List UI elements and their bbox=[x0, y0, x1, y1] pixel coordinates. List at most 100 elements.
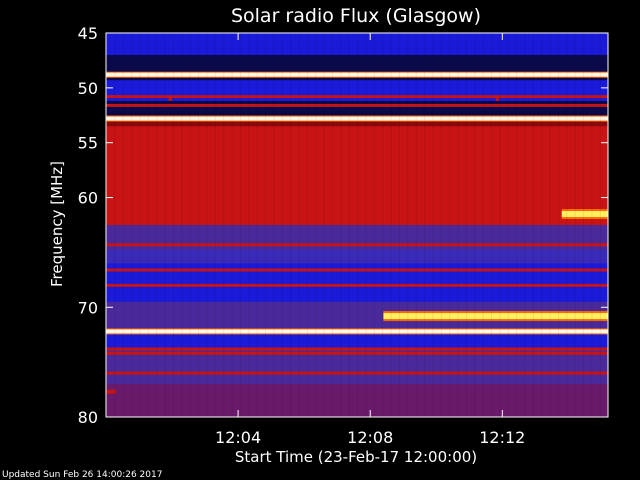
spectrogram-band bbox=[106, 164, 608, 226]
texture-streak bbox=[181, 33, 183, 417]
emission-line bbox=[106, 143, 608, 147]
emission-line bbox=[106, 72, 608, 77]
radio-burst bbox=[106, 389, 116, 394]
texture-streak bbox=[281, 33, 283, 417]
texture-streak bbox=[457, 33, 459, 417]
texture-streak bbox=[357, 33, 359, 417]
spectrogram-band bbox=[106, 331, 608, 350]
texture-streak bbox=[432, 33, 434, 417]
y-tick-label: 50 bbox=[78, 79, 98, 98]
emission-line bbox=[106, 329, 608, 334]
texture-streak bbox=[256, 33, 258, 417]
radio-bursts bbox=[106, 96, 608, 394]
texture-streak bbox=[390, 33, 392, 417]
texture-streak bbox=[198, 33, 200, 417]
texture-streak bbox=[273, 33, 275, 417]
y-tick-label: 70 bbox=[78, 298, 98, 317]
texture-streak bbox=[214, 33, 216, 417]
texture-streak bbox=[465, 33, 467, 417]
texture-streak bbox=[348, 33, 350, 417]
texture-streak bbox=[398, 33, 400, 417]
x-axis-label: Start Time (23-Feb-17 12:00:00) bbox=[235, 448, 477, 466]
radio-burst bbox=[561, 211, 608, 218]
emission-lines bbox=[106, 71, 608, 375]
spectrogram-band bbox=[106, 80, 608, 102]
texture-streak bbox=[557, 33, 559, 417]
spectrogram-band bbox=[106, 54, 608, 73]
y-tick-label: 80 bbox=[78, 408, 98, 427]
texture-streak bbox=[499, 33, 501, 417]
texture-streak bbox=[156, 33, 158, 417]
plot-frame bbox=[105, 32, 609, 418]
texture-streak bbox=[248, 33, 250, 417]
texture-streak bbox=[323, 33, 325, 417]
radio-burst bbox=[429, 187, 440, 192]
x-tick-label: 12:12 bbox=[479, 428, 525, 447]
emission-line bbox=[106, 283, 608, 287]
emission-line bbox=[106, 371, 608, 375]
emission-line bbox=[106, 268, 608, 272]
y-axis: 45 50 55 60 70 80 bbox=[78, 24, 608, 427]
texture-streak bbox=[516, 33, 518, 417]
texture-streak bbox=[541, 33, 543, 417]
x-axis: 12:04 12:08 12:12 bbox=[215, 33, 525, 447]
y-tick-label: 55 bbox=[78, 134, 98, 153]
texture-streak bbox=[131, 33, 133, 417]
texture-streak bbox=[239, 33, 241, 417]
texture-streak bbox=[415, 33, 417, 417]
texture-streak bbox=[331, 33, 333, 417]
plot-area bbox=[105, 32, 609, 418]
texture-streak bbox=[189, 33, 191, 417]
spectrogram-band bbox=[106, 250, 608, 264]
texture-streak bbox=[599, 33, 601, 417]
texture-streak bbox=[382, 33, 384, 417]
texture-streak bbox=[340, 33, 342, 417]
texture-streak bbox=[532, 33, 534, 417]
texture-streak bbox=[549, 33, 551, 417]
emission-line bbox=[106, 347, 608, 351]
texture-streak bbox=[574, 33, 576, 417]
spectrogram-band bbox=[106, 33, 608, 56]
texture-streak bbox=[147, 33, 149, 417]
spectrogram-bands bbox=[106, 33, 608, 417]
texture-streak bbox=[231, 33, 233, 417]
texture-streak bbox=[424, 33, 426, 417]
texture-streak bbox=[524, 33, 526, 417]
texture-streak bbox=[365, 33, 367, 417]
emission-line bbox=[106, 116, 608, 121]
texture-streak bbox=[290, 33, 292, 417]
texture-streak bbox=[440, 33, 442, 417]
emission-line bbox=[106, 243, 608, 247]
x-tick-label: 12:08 bbox=[347, 428, 393, 447]
texture-streak bbox=[566, 33, 568, 417]
radio-burst bbox=[495, 96, 500, 101]
chart-title: Solar radio Flux (Glasgow) bbox=[231, 5, 481, 27]
texture-streak bbox=[164, 33, 166, 417]
y-tick-label: 45 bbox=[78, 24, 98, 43]
radio-burst bbox=[383, 313, 608, 320]
texture-streak bbox=[583, 33, 585, 417]
spectrogram-band bbox=[106, 225, 608, 251]
texture-streak bbox=[491, 33, 493, 417]
texture-streak bbox=[474, 33, 476, 417]
emission-line bbox=[106, 103, 608, 107]
texture-streak bbox=[306, 33, 308, 417]
emission-line bbox=[106, 95, 608, 99]
texture-streak bbox=[223, 33, 225, 417]
updated-timestamp: Updated Sun Feb 26 14:00:26 2017 bbox=[2, 470, 162, 480]
radio-burst bbox=[168, 96, 173, 101]
texture-streak bbox=[122, 33, 124, 417]
spectrogram-texture bbox=[106, 33, 601, 417]
y-axis-label: Frequency [MHz] bbox=[48, 161, 66, 287]
spectrogram-band bbox=[106, 348, 608, 385]
spectrogram-band bbox=[106, 101, 608, 116]
texture-streak bbox=[139, 33, 141, 417]
texture-streak bbox=[507, 33, 509, 417]
spectrogram-band bbox=[106, 384, 608, 417]
texture-streak bbox=[591, 33, 593, 417]
texture-streak bbox=[206, 33, 208, 417]
x-tick-label: 12:04 bbox=[215, 428, 261, 447]
texture-streak bbox=[298, 33, 300, 417]
texture-streak bbox=[265, 33, 267, 417]
